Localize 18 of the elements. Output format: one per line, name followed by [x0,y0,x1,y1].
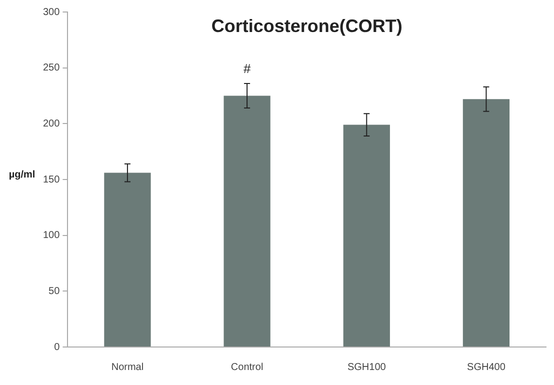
bar [224,96,270,346]
y-tick-label: 300 [42,6,60,18]
x-tick-label: Normal [111,362,144,373]
bar [462,99,510,346]
y-tick-label: 200 [42,118,60,130]
y-tick-label: 0 [54,342,60,353]
bar [343,124,390,346]
y-tick-label: 250 [42,62,60,74]
y-tick-label: 100 [42,230,60,242]
y-tick-label: 50 [48,286,60,297]
x-tick-label: SGH100 [347,362,386,373]
chart-title: Corticosterone(CORT) [211,16,402,36]
y-tick-label: 150 [42,174,60,186]
y-axis-title: µg/ml [8,169,36,180]
bar [104,172,151,346]
x-tick-label: SGH400 [467,362,506,373]
annotation: # [243,61,252,76]
x-tick-label: Control [230,362,264,373]
